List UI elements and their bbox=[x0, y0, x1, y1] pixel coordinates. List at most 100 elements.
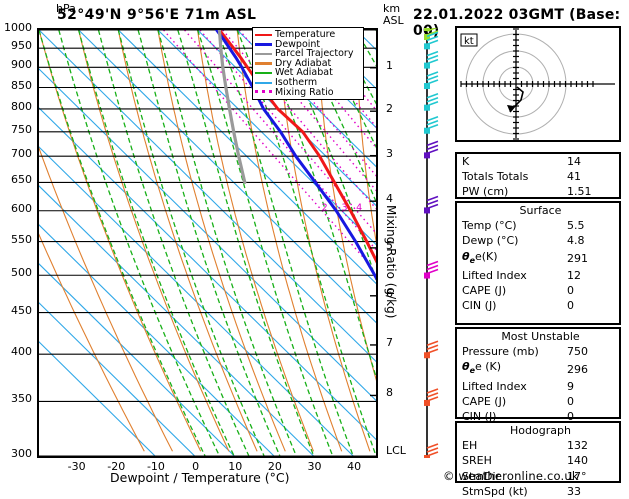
legend-item-label: Wet Adiabat bbox=[275, 67, 333, 79]
pressure-tick-label: 500 bbox=[11, 266, 32, 280]
height-tick-label: 4 bbox=[386, 192, 393, 206]
table-row: CIN (J) 0 bbox=[457, 409, 619, 424]
height-tick-label: 7 bbox=[386, 335, 393, 349]
table-row: CAPE (J) 0 bbox=[457, 283, 619, 298]
table-cell-label: SREH bbox=[462, 454, 492, 468]
pressure-tick-label: 550 bbox=[11, 232, 32, 246]
hodograph-stats-table: Hodograph EH 132 SREH 140 StmDir 17° StmSpd (kt… bbox=[455, 421, 621, 498]
table-cell-value: 5.5 bbox=[567, 219, 585, 233]
table-row: Pressure (mb) 750 bbox=[457, 344, 619, 359]
legend-color-swatch bbox=[255, 52, 272, 56]
pressure-tick-label: 450 bbox=[11, 303, 32, 317]
height-tick-label: 6 bbox=[386, 286, 393, 300]
table-row: CAPE (J) 0 bbox=[457, 394, 619, 409]
legend-color-swatch bbox=[255, 89, 272, 96]
table-cell-label: Pressure (mb) bbox=[462, 345, 539, 359]
pressure-tick-label: 1000 bbox=[4, 21, 32, 34]
page-title: 52°49'N 9°56'E 71m ASL bbox=[57, 7, 257, 23]
table-cell-value: 0 bbox=[567, 299, 574, 313]
temperature-tick-label: 30 bbox=[307, 460, 322, 473]
table-heading: Most Unstable bbox=[501, 330, 580, 343]
pressure-tick-label: 850 bbox=[11, 78, 32, 92]
legend-item: Parcel Trajectory bbox=[255, 49, 361, 59]
table-cell-label: EH bbox=[462, 439, 478, 453]
pressure-tick-label: 800 bbox=[11, 99, 32, 113]
stability-indices-table: K 14 Totals Totals 41 PW (cm) 1.51 bbox=[455, 152, 621, 199]
height-tick-label: 5 bbox=[386, 238, 393, 252]
height-tick-label: 2 bbox=[386, 102, 393, 116]
table-cell-value: 0 bbox=[567, 395, 574, 408]
pressure-axis-unit-label: hPa bbox=[56, 2, 76, 15]
most-unstable-parcel-table: Most Unstable Pressure (mb) 750 θee (K) 296 L… bbox=[455, 327, 621, 423]
temperature-tick-label: 10 bbox=[228, 460, 243, 473]
legend-item-label: Temperature bbox=[275, 29, 336, 40]
table-cell-label: CAPE (J) bbox=[462, 395, 507, 408]
table-row: StmSpd (kt) 33 bbox=[457, 484, 619, 499]
height-tick-label: 1 bbox=[386, 58, 393, 72]
table-row: Temp (°C) 5.5 bbox=[457, 218, 619, 233]
table-row: Lifted Index 9 bbox=[457, 379, 619, 394]
pressure-tick-label: 700 bbox=[11, 147, 32, 161]
svg-text:4: 4 bbox=[356, 203, 362, 214]
table-row: Most Unstable bbox=[457, 329, 619, 344]
legend-item: Temperature bbox=[255, 30, 361, 40]
hodograph-panel: kt bbox=[438, 26, 621, 142]
copyright-credit: © weatheronline.co.uk bbox=[443, 469, 579, 483]
table-cell-value: 291 bbox=[567, 251, 588, 265]
table-cell-label: Totals Totals bbox=[462, 170, 529, 184]
legend-item: Mixing Ratio bbox=[255, 87, 361, 98]
temperature-tick-label: 0 bbox=[192, 460, 200, 473]
legend-color-swatch bbox=[255, 81, 272, 85]
table-cell-label: θee(K) bbox=[462, 249, 498, 265]
table-cell-value: 9 bbox=[567, 379, 574, 393]
temperature-tick-label: -30 bbox=[67, 460, 86, 473]
legend-color-swatch bbox=[255, 71, 272, 75]
table-cell-label: θee (K) bbox=[462, 360, 502, 376]
pressure-tick-label: 400 bbox=[11, 345, 32, 359]
legend-item-label: Dewpoint bbox=[275, 38, 321, 50]
temperature-tick-label: -10 bbox=[146, 460, 165, 473]
table-cell-value: 0 bbox=[567, 284, 574, 298]
table-cell-label: Lifted Index bbox=[462, 379, 527, 393]
table-cell-value: 750 bbox=[567, 345, 588, 359]
table-cell-label: StmDir bbox=[462, 469, 501, 483]
pressure-tick-label: 750 bbox=[11, 122, 32, 136]
legend-item: Dry Adiabat bbox=[255, 59, 361, 69]
pressure-tick-label: 350 bbox=[11, 392, 32, 406]
wind-barb-column bbox=[405, 13, 449, 461]
pressure-tick-label: 900 bbox=[11, 58, 32, 72]
legend-item-label: Isotherm bbox=[275, 76, 318, 88]
table-cell-label: Dewp (°C) bbox=[462, 234, 519, 248]
table-cell-label: CIN (J) bbox=[462, 410, 497, 424]
legend-item-label: Parcel Trajectory bbox=[275, 48, 354, 60]
table-row: θee(K) 291 bbox=[457, 249, 619, 268]
chart-legend: Temperature Dewpoint Parcel Trajectory Dry … bbox=[252, 27, 364, 101]
legend-color-swatch bbox=[255, 33, 272, 37]
table-row: Lifted Index 12 bbox=[457, 268, 619, 283]
pressure-tick-label: 650 bbox=[11, 173, 32, 187]
height-tick-label: 3 bbox=[386, 146, 393, 160]
table-cell-label: CIN (J) bbox=[462, 299, 497, 313]
table-row: K 14 bbox=[457, 154, 619, 169]
table-cell-label: Lifted Index bbox=[462, 269, 527, 282]
legend-item-label: Dry Adiabat bbox=[275, 57, 332, 69]
table-cell-value: 296 bbox=[567, 362, 588, 376]
table-cell-label: StmSpd (kt) bbox=[462, 484, 528, 498]
table-cell-label: CAPE (J) bbox=[462, 284, 507, 298]
table-row: StmDir 17° bbox=[457, 469, 619, 484]
table-cell-label: PW (cm) bbox=[462, 185, 509, 199]
table-row: SREH 140 bbox=[457, 453, 619, 468]
table-row: θee (K) 296 bbox=[457, 359, 619, 378]
legend-color-swatch bbox=[255, 43, 272, 46]
table-cell-value: 41 bbox=[567, 170, 581, 184]
legend-color-swatch bbox=[255, 62, 272, 65]
mixing-ratio-axis-title: Mixing Ratio (g/kg) bbox=[384, 205, 398, 319]
table-cell-label: Temp (°C) bbox=[462, 219, 517, 233]
table-cell-value: 12 bbox=[567, 269, 581, 282]
table-heading: Hodograph bbox=[510, 424, 571, 437]
height-axis-unit-label: km bbox=[383, 2, 401, 15]
surface-parcel-table: Surface Temp (°C) 5.5 Dewp (°C) 4.8 θee(K) 291… bbox=[455, 201, 621, 325]
height-tick-label: 8 bbox=[386, 386, 393, 400]
table-cell-value: 33 bbox=[567, 484, 581, 498]
legend-item: Isotherm bbox=[255, 78, 361, 88]
